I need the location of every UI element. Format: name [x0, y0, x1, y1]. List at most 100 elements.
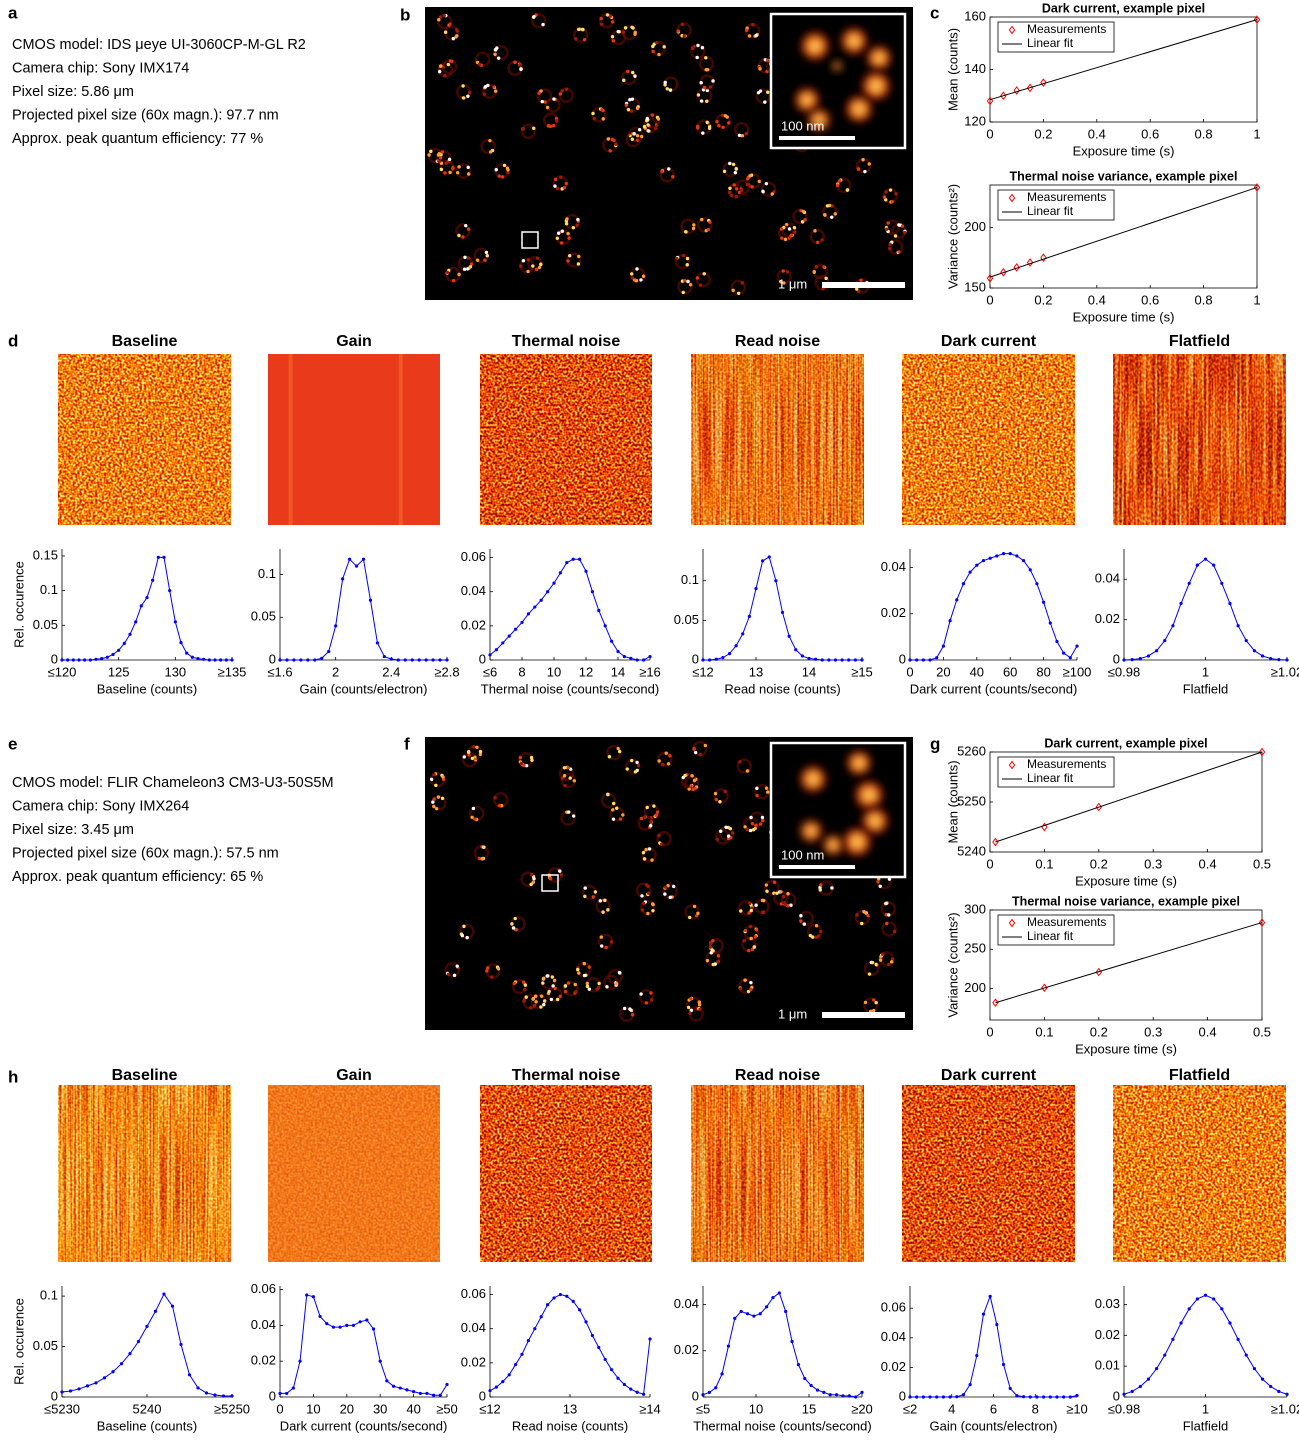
map-title: Read noise — [735, 333, 820, 350]
pixel-map — [902, 354, 1075, 525]
marker — [205, 1391, 208, 1394]
x-tick-label: 0 — [986, 856, 993, 871]
pixel-map — [1113, 354, 1286, 525]
marker — [746, 1312, 749, 1315]
marker — [642, 658, 645, 661]
marker — [715, 658, 718, 661]
x-axis-label: Dark current (counts/second) — [280, 1418, 448, 1433]
x-tick-label: 130 — [164, 664, 186, 679]
marker — [1204, 1294, 1207, 1297]
y-tick-label: 0.04 — [674, 1296, 699, 1311]
marker — [1196, 1297, 1199, 1300]
data-line — [703, 557, 862, 660]
x-tick-label: 0.1 — [1035, 856, 1053, 871]
y-axis-label: Variance (counts²) — [945, 184, 960, 289]
y-axis-label: Variance (counts²) — [945, 912, 960, 1017]
marker — [629, 1388, 632, 1391]
y-tick-label: 0.04 — [461, 583, 486, 598]
y-tick-label: 0.01 — [1095, 1358, 1120, 1373]
marker — [111, 1370, 114, 1373]
marker — [208, 658, 211, 661]
x-tick-label: 80 — [1036, 664, 1050, 679]
marker — [803, 1377, 806, 1380]
x-axis-label: Exposure time (s) — [1073, 143, 1175, 158]
camera-info: Approx. peak quantum efficiency: 77 % — [12, 131, 263, 147]
x-tick-label: ≥1.02 — [1271, 664, 1299, 679]
marker — [1049, 1395, 1052, 1398]
marker — [137, 1340, 140, 1343]
marker — [1245, 639, 1248, 642]
marker — [120, 1362, 123, 1365]
marker — [759, 1312, 762, 1315]
x-tick-label: 0.3 — [1144, 1024, 1162, 1039]
marker — [168, 589, 171, 592]
y-axis-label: Mean (counts) — [945, 760, 960, 843]
marker — [501, 1380, 504, 1383]
x-tick-label: 1 — [1202, 1401, 1209, 1416]
marker — [604, 1358, 607, 1361]
panel-label: g — [930, 734, 940, 753]
panel-label: f — [404, 734, 410, 753]
y-tick-label: 0.02 — [461, 1354, 486, 1369]
y-tick-label: 120 — [964, 113, 986, 128]
legend-label: Measurements — [1027, 757, 1106, 771]
data-line — [910, 554, 1077, 660]
y-tick-label: 0.05 — [33, 1338, 58, 1353]
marker — [701, 658, 704, 661]
marker — [810, 1384, 813, 1387]
x-tick-label: 0 — [986, 292, 993, 307]
marker — [488, 653, 491, 656]
y-tick-label: 160 — [964, 8, 986, 23]
y-tick-label: 0 — [899, 1388, 906, 1403]
x-axis-label: Read noise (counts) — [512, 1418, 628, 1433]
marker — [332, 1326, 335, 1329]
x-axis-label: Exposure time (s) — [1073, 309, 1175, 324]
marker — [854, 1395, 857, 1398]
y-tick-label: 200 — [964, 980, 986, 995]
marker — [1163, 639, 1166, 642]
camera-info: Camera chip: Sony IMX264 — [12, 798, 189, 814]
marker — [411, 658, 414, 661]
y-tick-label: 0 — [1113, 1388, 1120, 1403]
x-tick-label: ≤1.6 — [267, 664, 292, 679]
marker — [1029, 568, 1032, 571]
x-tick-label: 0.6 — [1141, 126, 1159, 141]
x-tick-label: 10 — [306, 1401, 320, 1416]
y-tick-label: 0 — [269, 651, 276, 666]
y-tick-label: 0.02 — [461, 617, 486, 632]
x-axis-label: Thermal noise (counts/second) — [481, 681, 659, 696]
marker — [790, 1340, 793, 1343]
marker — [1035, 582, 1038, 585]
marker — [761, 559, 764, 562]
marker — [835, 1393, 838, 1396]
data-line — [62, 1294, 232, 1396]
y-tick-label: 0.06 — [461, 1286, 486, 1301]
x-tick-label: 20 — [936, 664, 950, 679]
marker — [77, 658, 80, 661]
x-tick-label: 13 — [563, 1401, 577, 1416]
x-axis-label: Thermal noise (counts/second) — [693, 1418, 871, 1433]
marker — [922, 658, 925, 661]
y-tick-label: 0.1 — [40, 1288, 58, 1303]
map-title: Flatfield — [1169, 333, 1230, 350]
marker — [801, 654, 804, 657]
marker — [995, 1323, 998, 1326]
chart-title: Thermal noise variance, example pixel — [1010, 169, 1238, 183]
marker — [1139, 657, 1142, 660]
marker — [1269, 1385, 1272, 1388]
marker — [834, 658, 837, 661]
marker — [1245, 1353, 1248, 1356]
x-tick-label: 0.8 — [1195, 126, 1213, 141]
x-tick-label: 2.4 — [382, 664, 400, 679]
marker — [648, 1337, 651, 1340]
marker — [213, 1393, 216, 1396]
y-tick-label: 0.02 — [1095, 611, 1120, 626]
marker — [969, 571, 972, 574]
marker — [552, 1296, 555, 1299]
x-tick-label: 1 — [1253, 292, 1260, 307]
marker — [86, 1384, 89, 1387]
y-tick-label: 0.15 — [33, 547, 58, 562]
legend-label: Linear fit — [1027, 36, 1074, 50]
map-title: Baseline — [112, 333, 178, 350]
marker — [128, 1352, 131, 1355]
